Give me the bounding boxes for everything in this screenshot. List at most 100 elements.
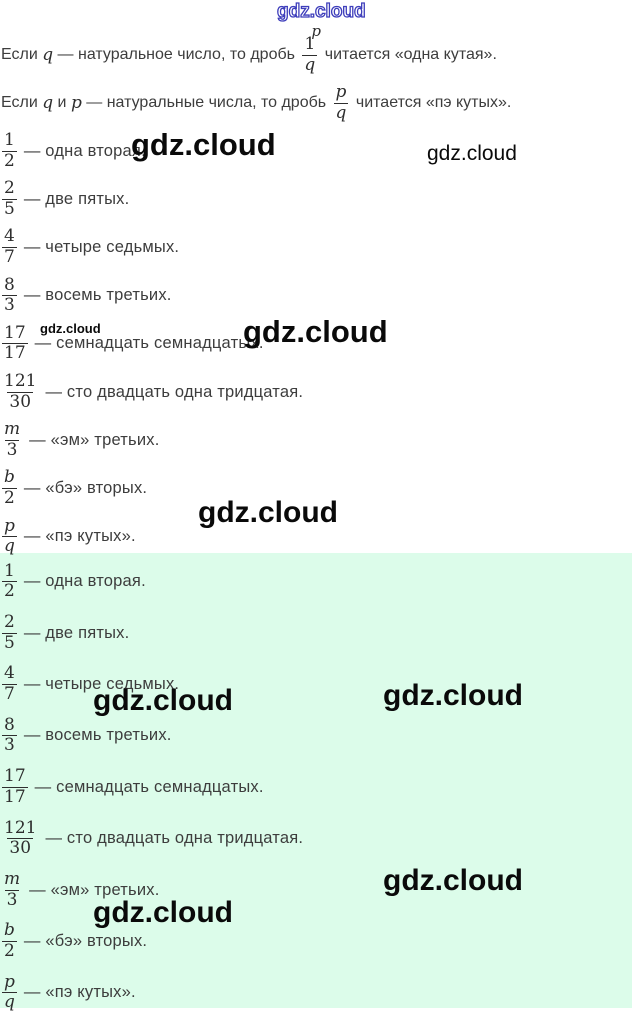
intro1-text: — натуральное число, то дробь [53, 46, 300, 63]
fraction-reading-label: — четыре седьмых. [23, 674, 180, 693]
fraction-numerator: b [4, 920, 15, 941]
fraction-numerator: m [4, 868, 21, 889]
fraction-reading-label: — одна вторая. [23, 572, 146, 591]
intro2-text: читается «пэ кутых». [351, 94, 512, 111]
watermark: gdz.cloud [40, 321, 101, 336]
fraction-list-item: 17 17 — семнадцать семнадцатых. [2, 762, 303, 813]
fraction-numerator: b [4, 467, 15, 488]
intro2-text: Если [1, 94, 43, 111]
fraction-denominator: q [2, 536, 17, 557]
fraction-numerator: 8 [4, 274, 15, 295]
stray-p-glyph: p [311, 21, 322, 40]
math-variable: p [70, 93, 82, 113]
fraction-denominator: 17 [2, 786, 28, 807]
fraction: 121 30 [2, 371, 38, 412]
fraction-denominator: 3 [2, 295, 17, 316]
fraction-numerator: 8 [4, 714, 15, 735]
fraction-denominator: 30 [7, 838, 34, 859]
intro-sentence-2: Если q и p — натуральные числа, то дробь… [1, 78, 511, 128]
fraction-reading-label: — восемь третьих. [23, 726, 172, 745]
math-variable: q [42, 45, 54, 65]
fraction-numerator: 4 [4, 663, 15, 684]
watermark: gdz.cloud [131, 127, 276, 162]
fraction-reading-label: — «эм» третьих. [29, 880, 160, 899]
fraction-numerator: m [4, 419, 21, 440]
fraction: 17 17 [2, 767, 28, 807]
fraction-reading-label: — сто двадцать одна тридцатая. [45, 382, 304, 401]
fraction-reading-label: — две пятых. [23, 189, 130, 208]
watermark: gdz.cloud [93, 896, 233, 929]
intro1-text: читается «одна кутая». [320, 46, 497, 63]
intro2-text: — натуральные числа, то дробь [81, 94, 331, 111]
fraction-denominator: q [302, 54, 318, 75]
fraction-reading-label: — «бэ» вторых. [23, 931, 148, 950]
fraction-reading-label: — одна вторая. [23, 141, 146, 160]
fraction-denominator: 2 [2, 940, 17, 961]
watermark: gdz.cloud [198, 496, 338, 529]
fraction-reading-label: — четыре седьмых. [23, 237, 180, 256]
fraction-list-item: 17 17 — семнадцать семнадцатых. [2, 320, 303, 368]
watermark: gdz.cloud [383, 864, 523, 897]
fraction-reading-label: — сто двадцать одна тридцатая. [45, 829, 304, 848]
watermark: gdz.cloud [427, 142, 517, 165]
fraction-reading-label: — семнадцать семнадцатых. [34, 777, 264, 796]
watermark: gdz.cloud [243, 314, 388, 349]
fraction-reading-label: — две пятых. [23, 623, 130, 642]
fraction-denominator: 5 [2, 198, 17, 219]
fraction-list-item: 121 30 — сто двадцать одна тридцатая. [2, 813, 303, 864]
fraction-numerator: p [335, 81, 347, 102]
intro2-text: и [53, 94, 71, 111]
fraction-denominator: 7 [2, 683, 17, 704]
fraction-denominator: 3 [4, 439, 20, 460]
fraction-numerator: 1 [4, 130, 15, 151]
watermark: gdz.cloud [93, 684, 233, 717]
fraction-numerator: 17 [4, 766, 26, 787]
fraction: 17 17 [2, 322, 28, 364]
fraction-reading-label: — семнадцать семнадцатых. [34, 334, 264, 353]
fraction: 121 30 [2, 818, 38, 859]
fraction-numerator: 4 [4, 226, 15, 247]
fraction-denominator: q [2, 992, 17, 1013]
fraction-numerator: 2 [4, 612, 15, 633]
fraction-denominator: 2 [2, 581, 17, 602]
fraction-numerator: p [4, 971, 15, 992]
answer-highlight-panel [0, 553, 632, 1008]
fraction-numerator: 1 [304, 33, 316, 54]
fraction-reading-label: — восемь третьих. [23, 286, 172, 305]
fraction-reading-label: — «пэ кутых». [23, 527, 136, 546]
fraction-denominator: q [333, 102, 349, 123]
intro1-text: Если [1, 46, 43, 63]
fraction-numerator: 2 [4, 178, 15, 199]
fraction-denominator: 2 [2, 150, 17, 171]
fraction-denominator: 3 [4, 889, 20, 910]
fraction-denominator: 3 [2, 735, 17, 756]
fraction-numerator: 17 [4, 322, 26, 343]
